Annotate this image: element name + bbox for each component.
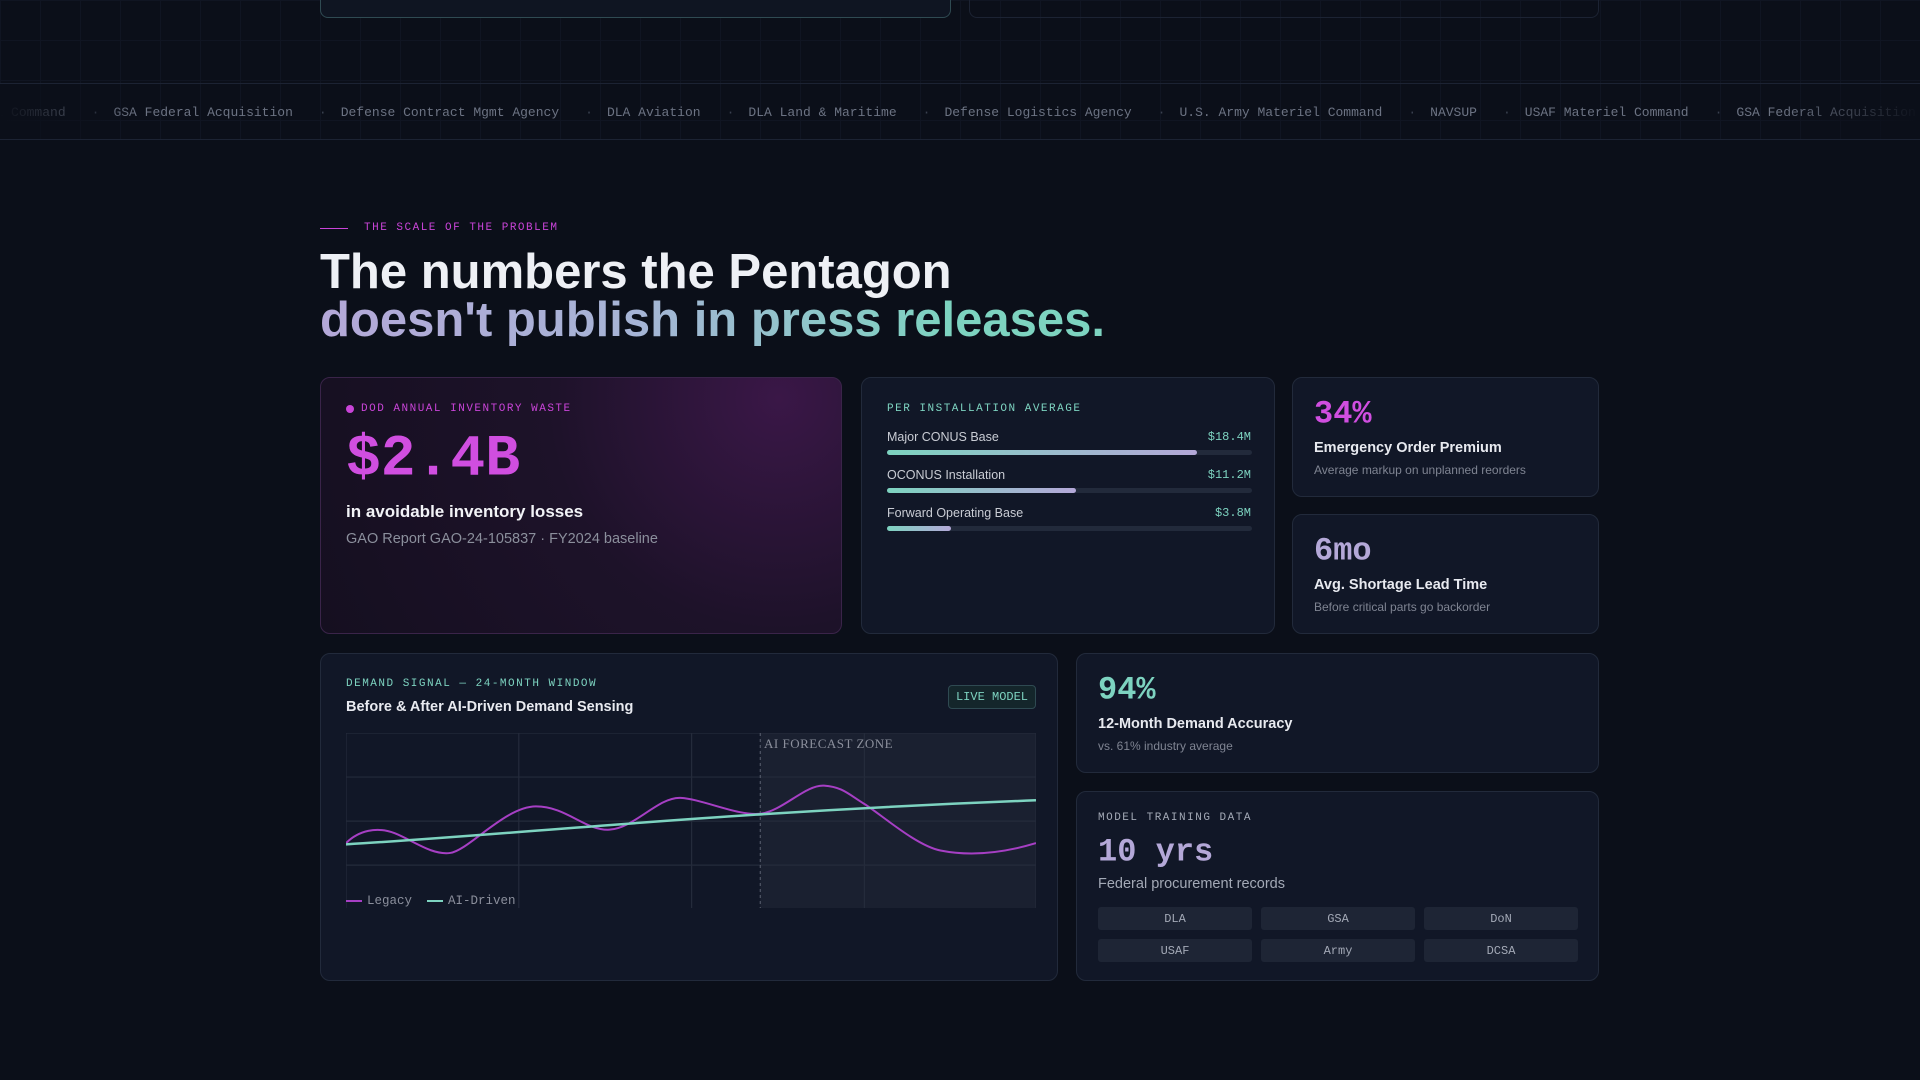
stat-value: 34% xyxy=(1314,395,1372,433)
bar-track xyxy=(887,488,1252,493)
stat-card: 6mo Avg. Shortage Lead Time Before criti… xyxy=(1292,514,1599,634)
ticker-row: USAF Materiel Command GSA Federal Acquis… xyxy=(0,84,1920,139)
top-box xyxy=(969,0,1599,18)
ai-line xyxy=(346,800,1036,844)
zone-annotation: AI FORECAST ZONE xyxy=(764,736,894,751)
training-value: 10 yrs xyxy=(1098,833,1214,871)
stat-title: Emergency Order Premium xyxy=(1314,440,1502,456)
bar xyxy=(887,488,1076,493)
row-name: Forward Operating Base xyxy=(887,506,1024,520)
fade xyxy=(0,84,140,139)
headline-accent: doesn't publish in press releases. xyxy=(320,293,1106,347)
stat-note: vs. 61% industry average xyxy=(1098,739,1233,753)
chart-title: Before & After AI-Driven Demand Sensing xyxy=(346,699,634,715)
chart-grid xyxy=(346,733,1036,908)
demand-chart xyxy=(346,733,1036,908)
ticker-item: GSA Federal Acquisition xyxy=(92,105,319,120)
top-box xyxy=(320,0,951,18)
stat-value: 94% xyxy=(1098,671,1156,709)
legacy-line xyxy=(346,786,1036,854)
agency-tag: GSA xyxy=(1261,907,1415,930)
stat-value: 6mo xyxy=(1314,532,1372,570)
agency-tag: DoN xyxy=(1424,907,1578,930)
row-value: $18.4M xyxy=(1207,430,1251,444)
section-eyebrow: THE SCALE OF THE PROBLEM xyxy=(364,222,559,234)
agency-tag: USAF xyxy=(1098,939,1252,962)
waste-card: DOD ANNUAL INVENTORY WASTE $2.4B in avoi… xyxy=(320,377,842,634)
card-source: GAO Report GAO-24-105837 · FY2024 baseli… xyxy=(346,531,658,547)
ticker-item: DLA Aviation xyxy=(585,105,726,120)
agency-tag: DLA xyxy=(1098,907,1252,930)
ticker-item: Defense Logistics Agency xyxy=(923,105,1158,120)
ticker-item: USAF Materiel Command xyxy=(1503,105,1715,120)
stat-title: Avg. Shortage Lead Time xyxy=(1314,577,1488,593)
row-value: $11.2M xyxy=(1207,468,1251,482)
legend-swatch xyxy=(427,900,443,902)
big-value: $2.4B xyxy=(346,427,521,493)
training-card: MODEL TRAINING DATA 10 yrs Federal procu… xyxy=(1076,791,1599,981)
row-name: OCONUS Installation xyxy=(887,468,1006,482)
row-value: $3.8M xyxy=(1214,506,1251,520)
stat-card: 94% 12-Month Demand Accuracy vs. 61% ind… xyxy=(1076,653,1599,773)
chart-card: DEMAND SIGNAL — 24-MONTH WINDOW Before &… xyxy=(320,653,1058,981)
card-eyebrow: MODEL TRAINING DATA xyxy=(1098,812,1252,824)
ticker-item: Defense Contract Mgmt Agency xyxy=(319,105,585,120)
bar-track xyxy=(887,450,1252,455)
stat-card: 34% Emergency Order Premium Average mark… xyxy=(1292,377,1599,497)
row-name: Major CONUS Base xyxy=(887,430,999,444)
card-label: in avoidable inventory losses xyxy=(346,502,584,521)
card-eyebrow: DOD ANNUAL INVENTORY WASTE xyxy=(361,403,572,415)
fade xyxy=(1780,84,1920,139)
dot xyxy=(346,405,354,413)
card-eyebrow: PER INSTALLATION AVERAGE xyxy=(887,403,1082,415)
bar-track xyxy=(887,526,1252,531)
bar xyxy=(887,526,952,531)
ticker-item: U.S. Army Materiel Command xyxy=(1158,105,1409,120)
stat-title: 12-Month Demand Accuracy xyxy=(1098,716,1293,732)
legend-swatch xyxy=(346,900,362,902)
card-eyebrow: DEMAND SIGNAL — 24-MONTH WINDOW xyxy=(346,678,598,690)
agency-tag: Army xyxy=(1261,939,1415,962)
bar xyxy=(887,450,1198,455)
legend-label: Legacy xyxy=(367,894,413,908)
agency-tag: DCSA xyxy=(1424,939,1578,962)
live-badge: LIVE MODEL xyxy=(948,685,1036,709)
legend-label: AI-Driven xyxy=(448,894,516,908)
training-label: Federal procurement records xyxy=(1098,876,1285,892)
stat-note: Average markup on unplanned reorders xyxy=(1314,463,1526,477)
ticker-item: NAVSUP xyxy=(1408,105,1503,120)
installation-card: PER INSTALLATION AVERAGE Major CONUS Bas… xyxy=(861,377,1275,634)
headline: The numbers the Pentagon xyxy=(320,245,952,299)
agency-ticker: USAF Materiel Command GSA Federal Acquis… xyxy=(0,83,1920,140)
ticker-item: DLA Land & Maritime xyxy=(727,105,923,120)
eyebrow-line xyxy=(320,228,348,229)
stat-note: Before critical parts go backorder xyxy=(1314,600,1491,614)
